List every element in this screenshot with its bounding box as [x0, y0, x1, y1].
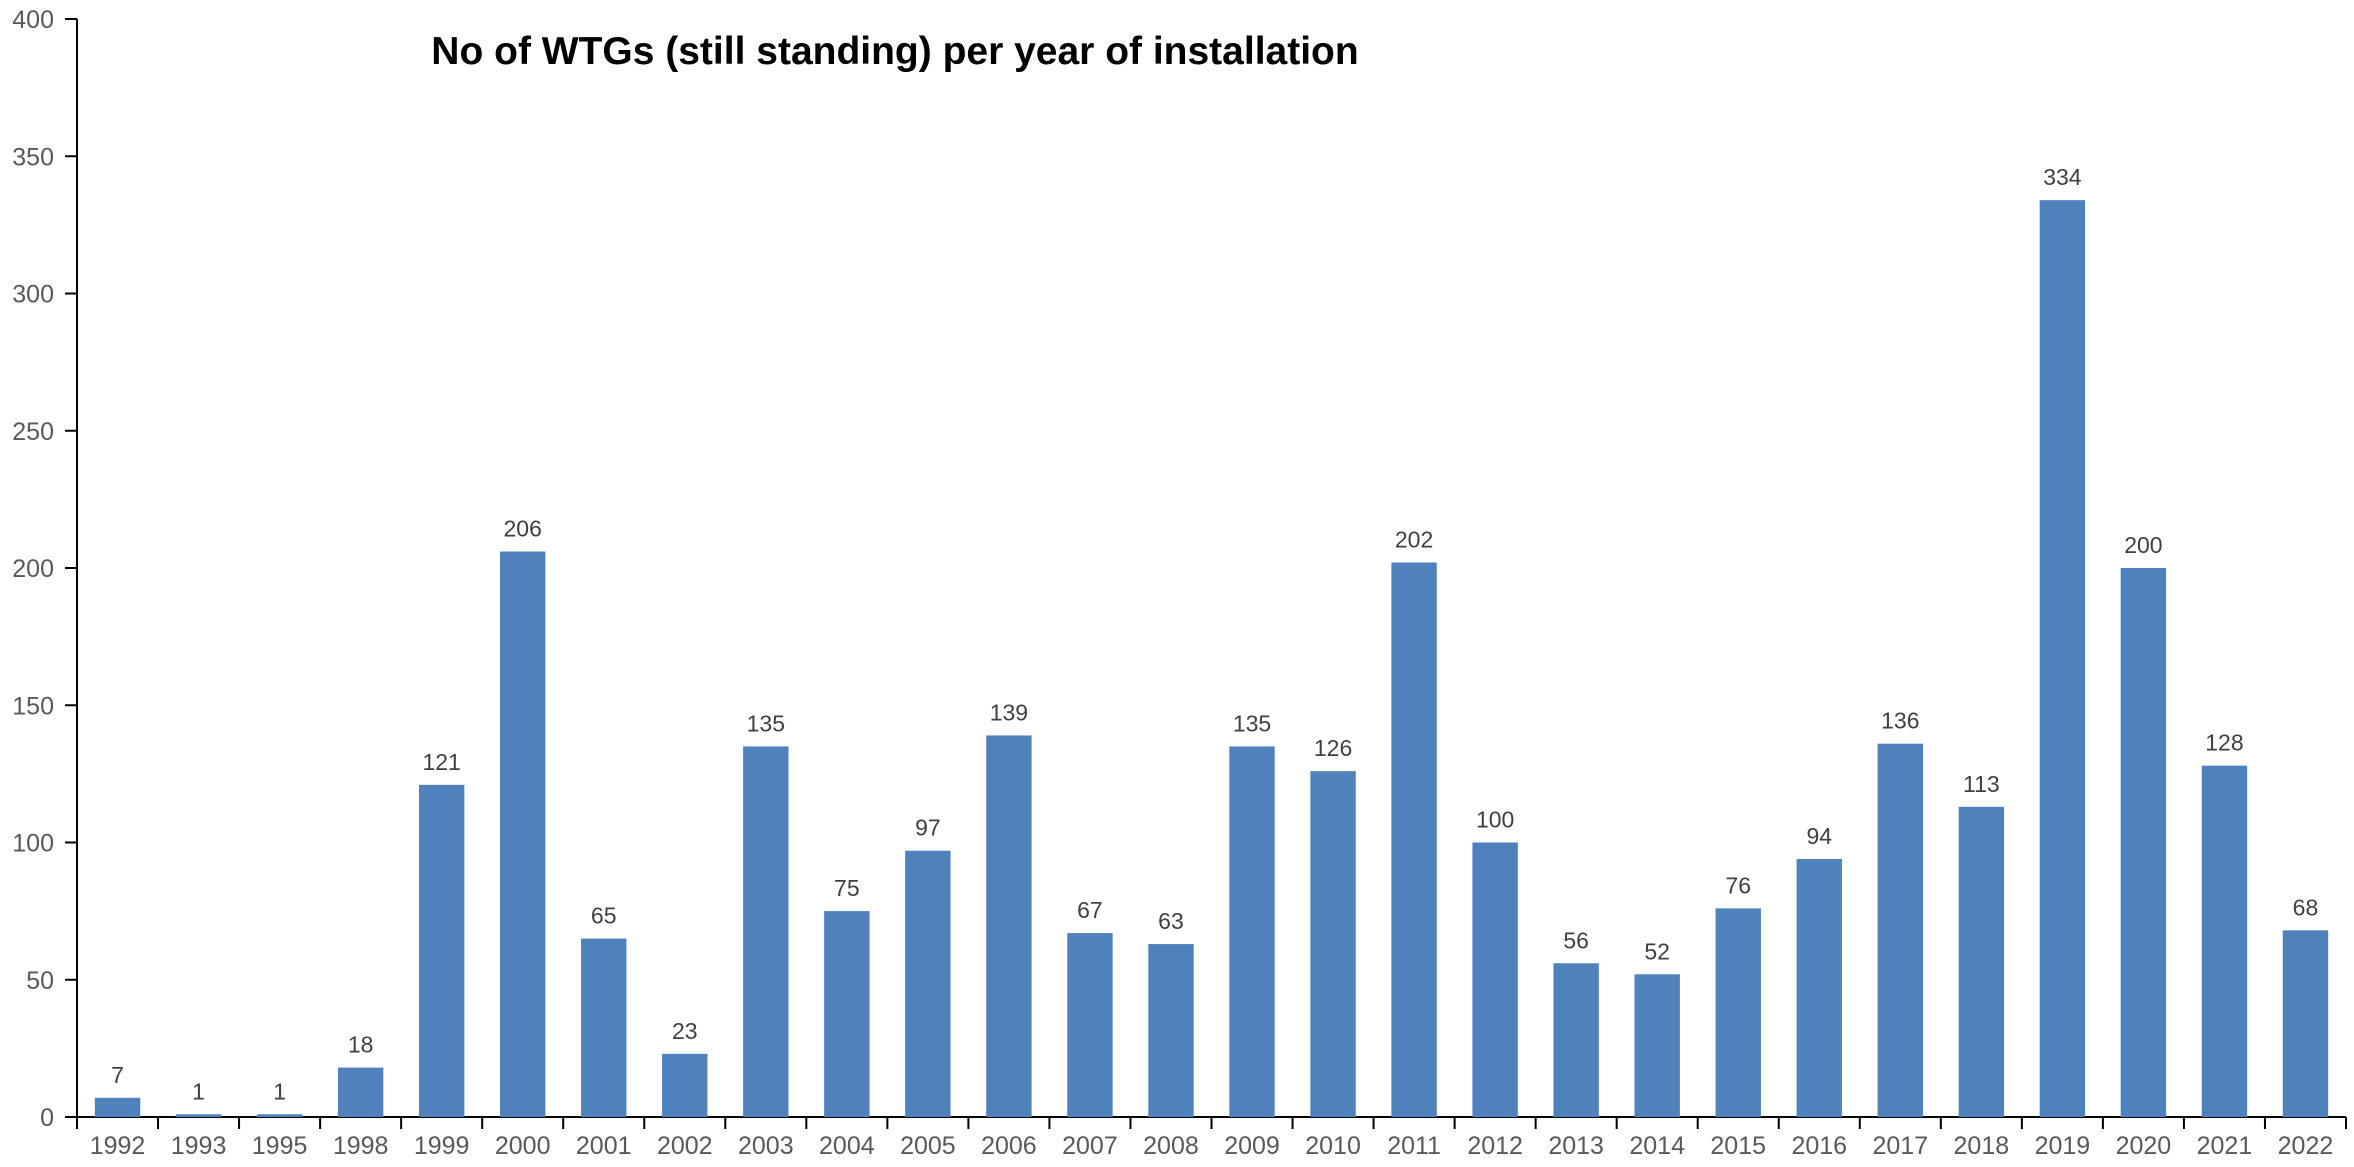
- x-tick-label-2022: 2022: [2278, 1132, 2334, 1160]
- bar-2022: [2282, 930, 2329, 1117]
- x-tick-label-2011: 2011: [1387, 1132, 1441, 1160]
- x-tick-label-2014: 2014: [1629, 1132, 1685, 1160]
- x-tick-label-2007: 2007: [1062, 1132, 1118, 1160]
- data-label-1995: 1: [273, 1078, 286, 1104]
- bar-2008: [1148, 944, 1194, 1117]
- bar-1998: [337, 1067, 384, 1117]
- x-tick-label-2013: 2013: [1548, 1132, 1604, 1160]
- x-tick-label-2021: 2021: [2197, 1132, 2253, 1160]
- data-label-2005: 97: [915, 815, 941, 841]
- data-label-2021: 128: [2205, 730, 2243, 756]
- bar-2019: [2039, 200, 2086, 1118]
- x-tick-label-1998: 1998: [333, 1132, 389, 1160]
- bar-2018: [1958, 806, 2005, 1117]
- data-label-1998: 18: [348, 1032, 374, 1058]
- x-tick-label-2004: 2004: [819, 1132, 875, 1160]
- bar-2017: [1877, 743, 1923, 1117]
- y-tick-label: 400: [12, 6, 54, 34]
- x-tick-label-2017: 2017: [1872, 1132, 1928, 1160]
- data-label-2000: 206: [504, 516, 542, 542]
- data-label-2003: 135: [747, 710, 785, 736]
- data-label-2012: 100: [1476, 807, 1514, 833]
- bar-2015: [1715, 908, 1761, 1117]
- bar-1993: [175, 1114, 222, 1117]
- bar-1999: [418, 784, 465, 1117]
- bar-2016: [1796, 858, 1842, 1117]
- x-tick-label-2003: 2003: [738, 1132, 794, 1160]
- y-tick-label: 100: [12, 830, 54, 858]
- bar-2011: [1391, 562, 1437, 1117]
- y-tick-label: 250: [12, 418, 54, 446]
- data-label-1999: 121: [422, 749, 460, 775]
- x-tick-label-2000: 2000: [495, 1132, 551, 1160]
- chart-title: No of WTGs (still standing) per year of …: [431, 30, 1359, 73]
- bar-2013: [1553, 963, 1599, 1117]
- data-label-2008: 63: [1158, 908, 1184, 934]
- data-label-1992: 7: [111, 1062, 124, 1088]
- data-label-2010: 126: [1314, 735, 1352, 761]
- x-tick-label-2008: 2008: [1143, 1132, 1199, 1160]
- data-label-2006: 139: [990, 699, 1028, 725]
- data-label-2018: 113: [1963, 771, 2000, 797]
- bar-2004: [824, 911, 870, 1117]
- data-label-2022: 68: [2293, 894, 2319, 920]
- x-tick-label-2002: 2002: [657, 1132, 713, 1160]
- bar-2005: [905, 850, 951, 1117]
- y-tick-label: 200: [12, 555, 54, 583]
- x-tick-label-1995: 1995: [252, 1132, 308, 1160]
- y-tick-label: 300: [12, 281, 54, 309]
- bar-2020: [2120, 568, 2167, 1117]
- bar-2003: [743, 746, 789, 1117]
- data-label-2011: 202: [1395, 527, 1433, 553]
- data-label-2019: 334: [2043, 164, 2082, 190]
- x-tick-label-2016: 2016: [1791, 1132, 1847, 1160]
- bar-2012: [1472, 842, 1518, 1117]
- x-tick-label-2001: 2001: [576, 1132, 632, 1160]
- y-tick-label: 0: [40, 1104, 54, 1132]
- bar-2010: [1310, 771, 1356, 1117]
- data-label-2009: 135: [1233, 710, 1271, 736]
- x-tick-label-2012: 2012: [1467, 1132, 1523, 1160]
- data-label-2016: 94: [1806, 823, 1832, 849]
- data-label-2020: 200: [2124, 532, 2162, 558]
- data-label-2001: 65: [591, 903, 617, 929]
- data-label-2004: 75: [834, 875, 860, 901]
- bar-1992: [94, 1097, 141, 1117]
- x-tick-label-2010: 2010: [1305, 1132, 1361, 1160]
- bar-2007: [1067, 933, 1113, 1117]
- x-tick-label-2015: 2015: [1710, 1132, 1766, 1160]
- x-tick-label-2006: 2006: [981, 1132, 1037, 1160]
- x-tick-label-2020: 2020: [2116, 1132, 2172, 1160]
- data-label-2015: 76: [1725, 872, 1751, 898]
- data-label-2002: 23: [672, 1018, 698, 1044]
- bar-2021: [2201, 765, 2248, 1117]
- bar-2000: [500, 551, 546, 1117]
- bar-1995: [256, 1114, 303, 1117]
- bar-2001: [581, 938, 627, 1117]
- x-tick-label-1993: 1993: [171, 1132, 227, 1160]
- y-tick-label: 350: [12, 143, 54, 171]
- data-label-2014: 52: [1644, 938, 1670, 964]
- x-tick-label-1999: 1999: [414, 1132, 470, 1160]
- bar-2002: [662, 1053, 708, 1117]
- data-label-2007: 67: [1077, 897, 1103, 923]
- data-label-1993: 1: [192, 1078, 205, 1104]
- data-label-2013: 56: [1563, 927, 1589, 953]
- x-tick-label-2018: 2018: [1954, 1132, 2010, 1160]
- bar-2006: [986, 735, 1032, 1117]
- x-tick-label-1992: 1992: [90, 1132, 146, 1160]
- data-label-2017: 136: [1881, 708, 1919, 734]
- x-tick-label-2019: 2019: [2035, 1132, 2091, 1160]
- x-tick-label-2009: 2009: [1224, 1132, 1280, 1160]
- y-tick-label: 150: [12, 692, 54, 720]
- bar-2014: [1634, 974, 1680, 1117]
- x-tick-label-2005: 2005: [900, 1132, 956, 1160]
- y-tick-label: 50: [26, 967, 54, 995]
- bar-2009: [1229, 746, 1275, 1117]
